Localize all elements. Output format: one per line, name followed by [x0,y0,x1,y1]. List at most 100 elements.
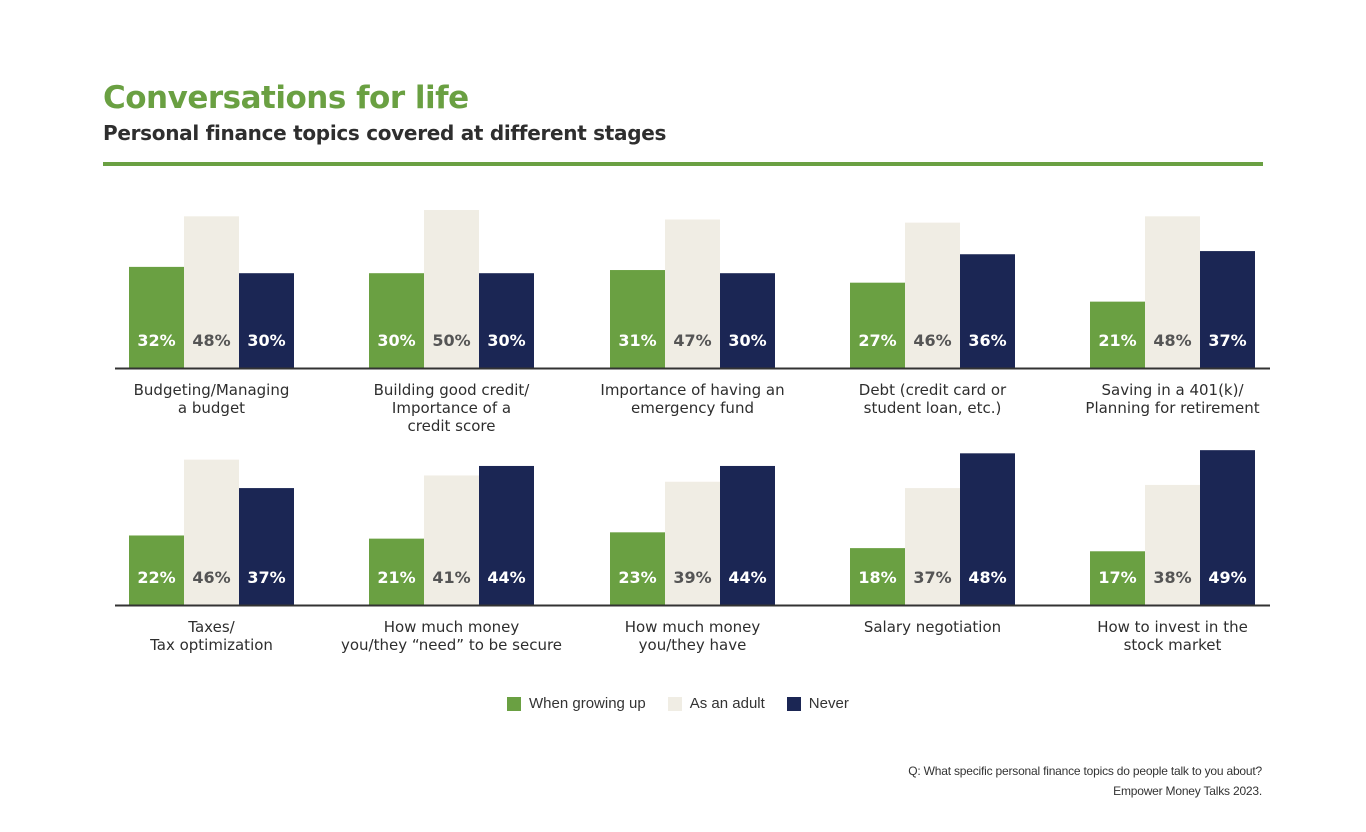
data-label-8-growing-up: 23% [618,568,656,587]
bar-9-never [960,453,1015,605]
data-label-4-growing-up: 27% [858,331,896,350]
data-label-10-never: 49% [1208,568,1246,587]
legend-label-never: Never [808,695,849,712]
legend-label-when-growing-up: When growing up [529,695,646,712]
bar-6-adult [184,459,239,605]
bar-6-never [239,488,294,605]
category-label-line: credit score [408,417,496,435]
category-label-line: Importance of a [392,399,511,417]
bar-8-never [720,465,775,605]
data-label-9-adult: 37% [913,568,951,587]
category-label-line: stock market [1124,636,1222,654]
category-label-line: you/they have [639,636,747,654]
data-label-7-adult: 41% [432,568,470,587]
bar-8-growing-up [610,532,665,605]
bar-5-growing-up [1090,301,1145,368]
bar-7-adult [424,475,479,605]
bar-3-adult [665,219,720,368]
category-label-4: Debt (credit card or student loan, etc.) [859,381,1007,417]
data-label-2-adult: 50% [432,331,470,350]
category-label-line: emergency fund [631,399,754,417]
category-label-3: Importance of having an emergency fund [600,381,784,417]
bar-5-adult [1145,216,1200,368]
bar-1-never [239,273,294,368]
data-label-3-adult: 47% [673,331,711,350]
data-label-4-adult: 46% [913,331,951,350]
legend-item-when-growing-up: When growing up [507,695,646,712]
data-label-5-never: 37% [1208,331,1246,350]
bar-10-adult [1145,484,1200,605]
data-label-7-growing-up: 21% [377,568,415,587]
legend-item-never: Never [786,695,849,712]
footnote-source: Empower Money Talks 2023. [1113,784,1262,798]
legend-item-as-an-adult: As an adult [667,695,765,712]
data-label-4-never: 36% [968,331,1006,350]
category-label-line: a budget [178,399,245,417]
bar-6-growing-up [129,535,184,605]
data-label-5-growing-up: 21% [1098,331,1136,350]
bar-9-adult [905,488,960,605]
bar-1-growing-up [129,266,184,368]
bar-3-growing-up [610,270,665,368]
category-label-7: How much money you/they “need” to be secu… [341,618,562,654]
bar-2-adult [424,210,479,368]
legend: When growing up As an adult Never [507,695,849,712]
category-label-line: How much money [625,618,761,636]
bar-10-never [1200,450,1255,605]
bar-4-adult [905,222,960,368]
category-label-line: Budgeting/Managing [134,381,290,399]
category-label-line: student loan, etc.) [864,399,1002,417]
chart-title: Conversations for life [103,80,469,116]
bar-8-adult [665,481,720,605]
bar-4-growing-up [850,282,905,368]
legend-label-as-an-adult: As an adult [689,695,765,712]
data-label-5-adult: 48% [1153,331,1191,350]
category-label-line: Saving in a 401(k)/ [1101,381,1244,399]
data-label-3-never: 30% [728,331,766,350]
bar-5-never [1200,251,1255,368]
data-label-10-adult: 38% [1153,568,1191,587]
category-label-line: How much money [384,618,520,636]
data-label-1-never: 30% [247,331,285,350]
data-label-8-never: 44% [728,568,766,587]
chart-subtitle: Personal finance topics covered at diffe… [103,121,667,145]
category-label-10: How to invest in the stock market [1097,618,1248,654]
category-label-2: Building good credit/Importance of a cred… [374,381,531,435]
data-label-2-never: 30% [487,331,525,350]
bar-9-growing-up [850,548,905,605]
category-label-6: Taxes/Tax optimization [149,618,273,654]
category-label-line: Building good credit/ [374,381,531,399]
data-label-1-growing-up: 32% [137,331,175,350]
legend-swatch-when-growing-up [507,696,521,711]
bar-3-never [720,273,775,368]
bar-1-adult [184,216,239,368]
data-label-8-adult: 39% [673,568,711,587]
category-label-line: Salary negotiation [864,618,1001,636]
data-label-10-growing-up: 17% [1098,568,1136,587]
data-label-1-adult: 48% [192,331,230,350]
category-label-9: Salary negotiation [864,618,1001,636]
data-label-6-growing-up: 22% [137,568,175,587]
bar-2-never [479,273,534,368]
category-label-line: Importance of having an [600,381,784,399]
data-label-7-never: 44% [487,568,525,587]
category-label-line: Taxes/ [187,618,235,636]
category-label-8: How much money you/they have [625,618,761,654]
bar-2-growing-up [369,273,424,368]
legend-swatch-never [786,696,801,711]
category-label-1: Budgeting/Managing a budget [134,381,290,417]
legend-swatch-as-an-adult [667,696,682,711]
bar-4-never [960,254,1015,368]
category-label-line: Planning for retirement [1085,399,1259,417]
category-label-line: you/they “need” to be secure [341,636,562,654]
bar-7-never [479,465,534,605]
category-label-line: Debt (credit card or [859,381,1007,399]
bar-7-growing-up [369,538,424,605]
bar-10-growing-up [1090,551,1145,605]
data-label-6-adult: 46% [192,568,230,587]
title-divider [103,162,1263,166]
footnote-question: Q: What specific personal finance topics… [908,764,1262,778]
category-label-line: Tax optimization [149,636,273,654]
data-label-6-never: 37% [247,568,285,587]
